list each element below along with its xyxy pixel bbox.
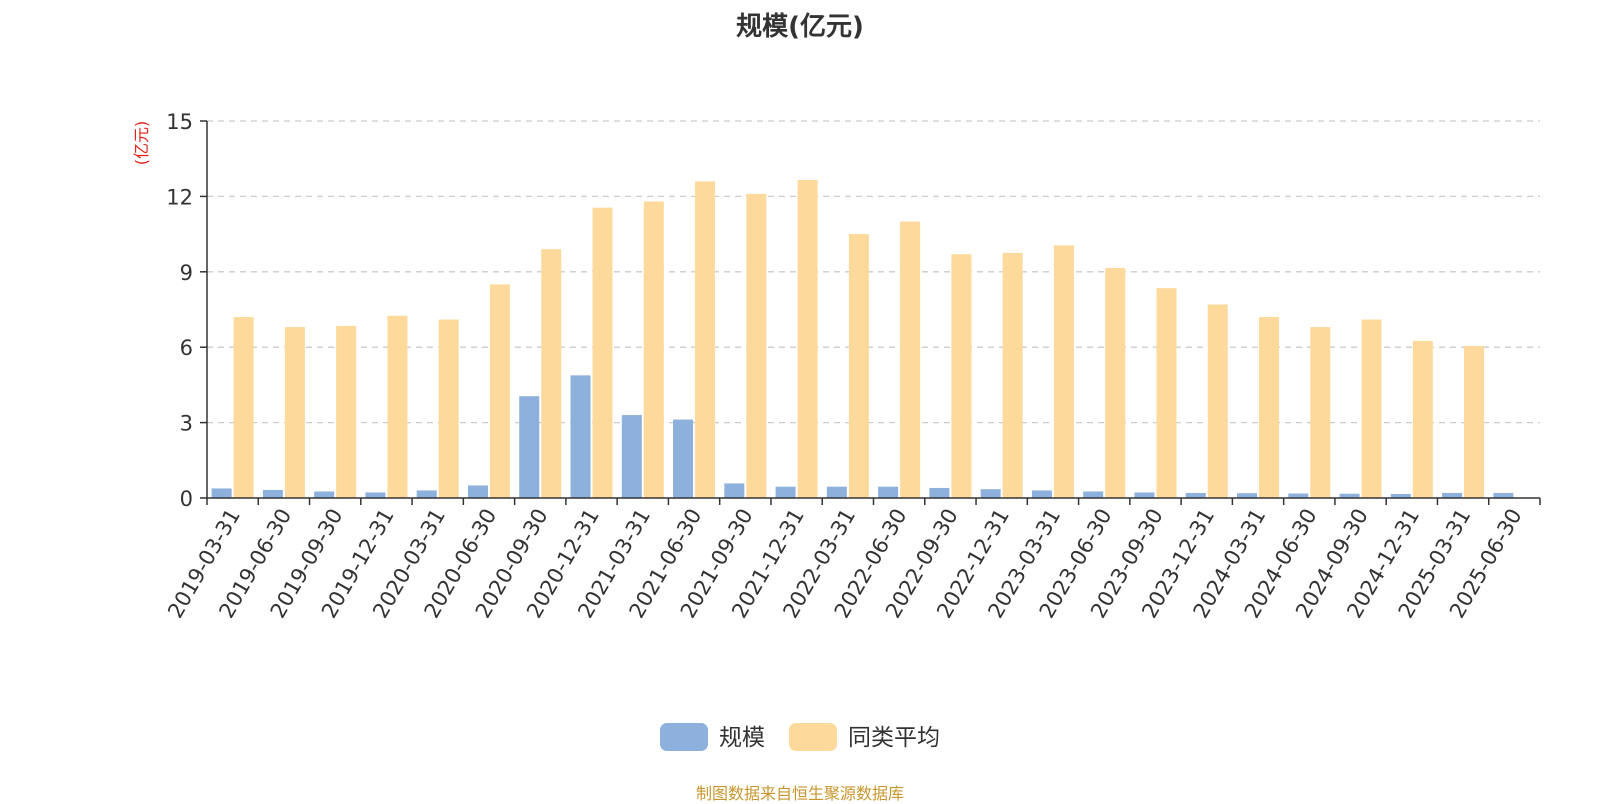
gridlines <box>207 120 1540 424</box>
bar-peer-average <box>951 254 972 498</box>
bar-peer-average <box>489 284 510 498</box>
bar-scale <box>1237 493 1258 498</box>
bar-scale <box>1390 493 1411 498</box>
bar-scale <box>314 491 335 498</box>
bar-peer-average <box>541 249 562 498</box>
data-source-note: 制图数据来自恒生聚源数据库 <box>695 784 904 803</box>
bar-peer-average <box>592 207 613 498</box>
bar-peer-average <box>284 327 305 498</box>
bar-peer-average <box>336 325 357 498</box>
bar-scale <box>826 486 847 498</box>
bars <box>211 180 1514 499</box>
bar-peer-average <box>900 221 921 499</box>
y-tick-label: 9 <box>180 261 193 285</box>
bar-scale <box>262 489 283 498</box>
x-tick-labels: 2019-03-312019-06-302019-09-302019-12-31… <box>163 504 1527 622</box>
bar-peer-average <box>848 234 869 498</box>
legend-label: 规模 <box>719 725 765 751</box>
bar-scale <box>1031 490 1052 498</box>
y-tick-label: 6 <box>180 336 193 360</box>
bar-scale <box>1288 493 1309 498</box>
bar-scale <box>570 375 591 498</box>
bar-peer-average <box>643 201 664 498</box>
bar-scale <box>1493 492 1514 498</box>
bar-peer-average <box>1156 288 1177 498</box>
bar-peer-average <box>797 180 818 498</box>
bar-scale <box>416 490 437 498</box>
y-tick-label: 0 <box>180 487 193 511</box>
bar-peer-average <box>746 193 767 499</box>
y-tick-label: 12 <box>166 185 193 209</box>
bar-scale <box>980 489 1001 498</box>
bar-scale <box>467 485 488 498</box>
bar-peer-average <box>233 317 254 498</box>
bar-scale <box>1083 491 1104 498</box>
bar-peer-average <box>1207 304 1228 498</box>
bar-peer-average <box>438 319 459 498</box>
bar-scale <box>1442 492 1463 498</box>
bar-scale <box>621 415 642 498</box>
bar-scale <box>724 483 745 498</box>
y-tick-labels: 0 3 6 9 12 15 <box>166 110 193 511</box>
bar-scale <box>878 486 899 498</box>
bar-scale <box>365 492 386 498</box>
bar-peer-average <box>1002 252 1023 498</box>
bar-scale <box>211 488 232 498</box>
bar-scale <box>1185 492 1206 498</box>
y-axis-unit-label: (亿元) <box>132 121 151 166</box>
bar-peer-average <box>1412 340 1433 498</box>
legend-swatch <box>660 723 708 751</box>
bar-peer-average <box>1105 268 1126 498</box>
bar-scale <box>519 396 540 498</box>
bar-scale <box>1339 493 1360 498</box>
legend: 规模 同类平均 <box>660 723 940 751</box>
bar-peer-average <box>387 315 408 498</box>
bar-scale <box>1134 492 1155 498</box>
legend-swatch <box>789 723 837 751</box>
bar-peer-average <box>1310 327 1331 498</box>
bar-peer-average <box>1464 345 1485 498</box>
legend-label: 同类平均 <box>848 725 940 751</box>
y-tick-label: 3 <box>180 412 193 436</box>
bar-peer-average <box>1053 245 1074 498</box>
bar-scale <box>775 486 796 498</box>
bar-peer-average <box>1361 319 1382 498</box>
y-tick-label: 15 <box>166 110 193 134</box>
bar-peer-average <box>695 181 716 498</box>
axes <box>200 120 1541 505</box>
bar-scale <box>929 487 950 498</box>
bar-scale <box>673 419 694 498</box>
chart-title: 规模(亿元) <box>736 12 864 42</box>
bar-peer-average <box>1259 317 1280 498</box>
